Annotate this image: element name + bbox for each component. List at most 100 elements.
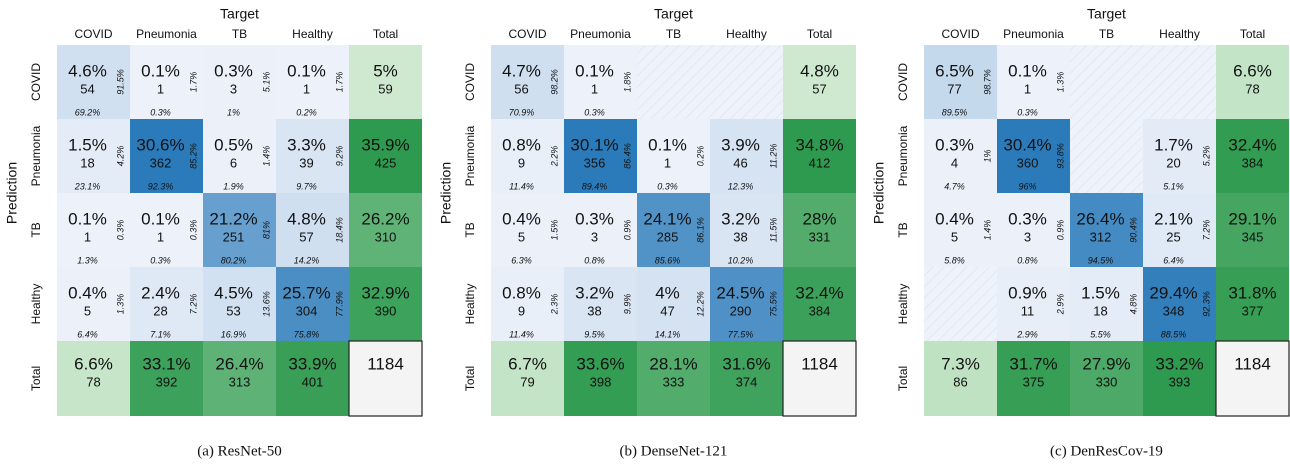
column-percent: 75.8% xyxy=(294,329,320,339)
column-percent: 1% xyxy=(227,107,240,117)
column-percent: 6.4% xyxy=(77,329,98,339)
cell xyxy=(710,193,783,267)
cell-count: 3 xyxy=(1024,229,1031,244)
row-label: TB xyxy=(896,222,910,237)
row-total-cell xyxy=(783,267,856,341)
empty-cell xyxy=(710,45,783,119)
cell-percent: 29.4% xyxy=(1149,283,1197,302)
cell-percent: 0.3% xyxy=(214,61,253,80)
cell-count: 345 xyxy=(1242,229,1264,244)
column-label: Total xyxy=(1240,27,1265,41)
cell-count: 348 xyxy=(1163,303,1185,318)
cell xyxy=(710,119,783,193)
cell-percent: 0.1% xyxy=(287,61,326,80)
cell-count: 390 xyxy=(375,303,397,318)
cell-count: 5 xyxy=(84,303,91,318)
column-total-cell xyxy=(637,341,710,416)
column-percent: 0.3% xyxy=(150,255,171,265)
cell-percent: 0.3% xyxy=(935,135,974,154)
row-total-cell xyxy=(1216,45,1289,119)
cell-count: 25 xyxy=(1166,229,1180,244)
row-percent: 91.5% xyxy=(115,69,125,95)
cell-percent: 0.1% xyxy=(141,209,180,228)
row-percent: 11.2% xyxy=(768,144,778,169)
row-percent: 2.2% xyxy=(549,146,559,168)
empty-cell xyxy=(1070,45,1143,119)
column-percent: 23.1% xyxy=(74,181,101,191)
column-percent: 88.5% xyxy=(1161,329,1187,339)
column-percent: 11.4% xyxy=(509,181,534,191)
cell-count: 392 xyxy=(156,374,178,389)
cell-count: 398 xyxy=(590,374,612,389)
cell xyxy=(276,45,349,119)
cell-count: 18 xyxy=(80,155,94,170)
column-total-cell xyxy=(276,341,349,416)
row-label: Total xyxy=(463,366,477,391)
cell-count: 251 xyxy=(223,229,245,244)
cell-percent: 24.5% xyxy=(716,283,764,302)
cell-count: 374 xyxy=(736,374,758,389)
cell-count: 77 xyxy=(947,81,961,96)
row-label: Pneumonia xyxy=(896,125,910,186)
cell-percent: 0.1% xyxy=(648,135,687,154)
column-total-cell xyxy=(1143,341,1216,416)
cell-count: 39 xyxy=(299,155,313,170)
column-percent: 1.3% xyxy=(77,255,98,265)
cell xyxy=(203,45,276,119)
cell-count: 56 xyxy=(514,81,528,96)
cell-count: 38 xyxy=(733,229,747,244)
row-percent: 5.2% xyxy=(1201,146,1211,167)
column-percent: 85.6% xyxy=(655,255,681,265)
cell xyxy=(924,45,997,119)
cell xyxy=(57,267,130,341)
cell xyxy=(57,193,130,267)
cell xyxy=(997,267,1070,341)
row-label: Pneumonia xyxy=(29,125,43,186)
row-percent: 90.4% xyxy=(1128,217,1138,243)
cell-count: 3 xyxy=(591,229,598,244)
row-label: COVID xyxy=(896,63,910,101)
row-label: Healthy xyxy=(463,284,477,325)
cell-percent: 4.8% xyxy=(800,61,839,80)
cell-percent: 30.6% xyxy=(136,135,184,154)
cell-percent: 6.7% xyxy=(508,354,547,373)
cell-percent: 29.1% xyxy=(1228,209,1276,228)
cell-percent: 33.6% xyxy=(576,354,624,373)
cell xyxy=(637,193,710,267)
cell-count: 425 xyxy=(375,155,397,170)
cell xyxy=(1070,193,1143,267)
cell-percent: 4% xyxy=(655,283,680,302)
row-total-cell xyxy=(349,193,422,267)
cell-count: 401 xyxy=(302,374,324,389)
row-percent: 77.9% xyxy=(334,291,344,317)
cell-count: 4 xyxy=(951,155,958,170)
row-total-cell xyxy=(349,45,422,119)
y-axis-title: Prediction xyxy=(871,162,887,224)
cell-count: 86 xyxy=(953,374,967,389)
caption: (b) DenseNet-121 xyxy=(620,443,728,459)
column-percent: 6.3% xyxy=(511,255,532,265)
cell-percent: 0.1% xyxy=(575,61,614,80)
cell-count: 393 xyxy=(1169,374,1191,389)
row-percent: 1.7% xyxy=(188,72,198,93)
grand-total: 1184 xyxy=(367,354,404,373)
confusion-matrix: Target Prediction COVID COVID Pneumonia Pneum… xyxy=(4,6,423,459)
cell-count: 57 xyxy=(812,81,826,96)
column-percent: 92.3% xyxy=(148,181,174,191)
cell xyxy=(564,267,637,341)
cell-count: 78 xyxy=(86,374,100,389)
cell-count: 1 xyxy=(157,81,164,96)
cell-count: 285 xyxy=(657,229,679,244)
cell-percent: 27.9% xyxy=(1082,354,1130,373)
row-label: Total xyxy=(29,366,43,391)
column-percent: 7.1% xyxy=(150,329,171,339)
cell-count: 1 xyxy=(664,155,671,170)
cell-percent: 31.7% xyxy=(1009,354,1057,373)
cell-count: 375 xyxy=(1023,374,1045,389)
row-label: Healthy xyxy=(29,284,43,325)
cell xyxy=(203,119,276,193)
column-percent: 89.5% xyxy=(942,107,968,117)
cell-percent: 6.6% xyxy=(1233,61,1272,80)
row-total-cell xyxy=(1216,193,1289,267)
